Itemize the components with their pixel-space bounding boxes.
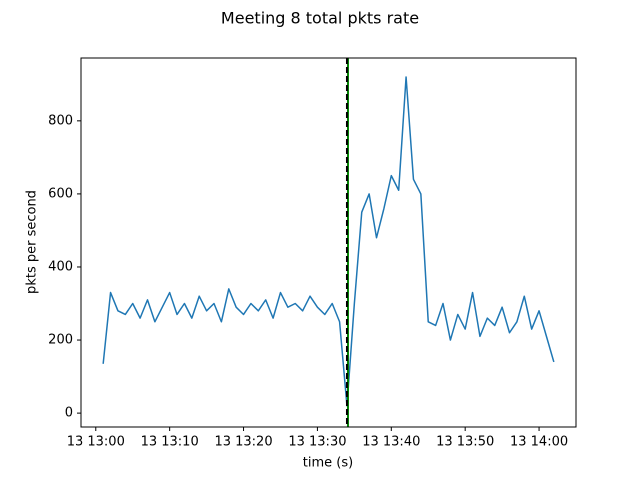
x-axis-label: time (s) [303,456,353,471]
x-tick-label: 13 13:10 [141,435,199,450]
data-line [102,76,555,407]
y-tick-label: 800 [48,113,73,128]
y-axis-label: pkts per second [25,190,40,294]
y-tick-label: 600 [48,186,73,201]
plot-frame [80,57,577,428]
x-tick-label: 13 13:20 [214,435,272,450]
x-tick-label: 13 13:30 [288,435,346,450]
x-tick-label: 13 13:00 [67,435,125,450]
y-tick-label: 0 [65,406,73,421]
y-tick-label: 400 [48,259,73,274]
chart-title: Meeting 8 total pkts rate [221,9,419,28]
x-tick-label: 13 14:00 [510,435,568,450]
x-tick-label: 13 13:50 [436,435,494,450]
y-tick-label: 200 [48,333,73,348]
x-tick-label: 13 13:40 [362,435,420,450]
